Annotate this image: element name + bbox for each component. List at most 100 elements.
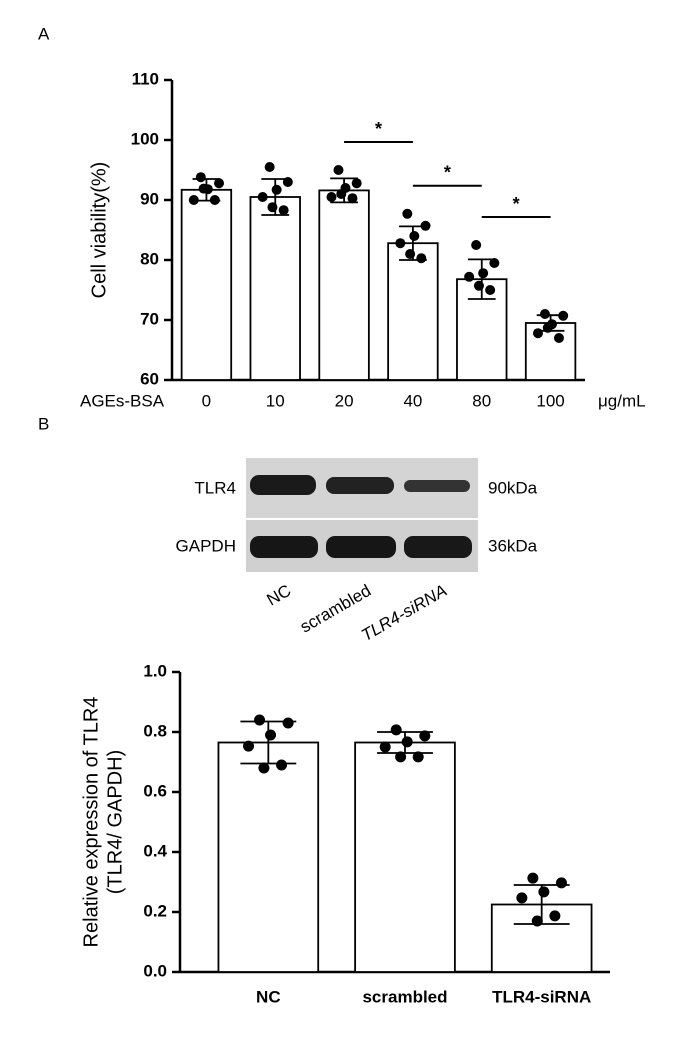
data-point bbox=[539, 309, 550, 319]
data-point bbox=[198, 183, 209, 194]
y-tick-label: 0.2 bbox=[143, 901, 167, 920]
blot-band bbox=[250, 475, 316, 495]
y-axis-label: (TLR4/ GAPDH) bbox=[104, 750, 126, 894]
y-tick-label: 90 bbox=[140, 189, 159, 208]
x-tick-label: 80 bbox=[472, 391, 491, 410]
data-point bbox=[379, 741, 391, 753]
data-point bbox=[531, 915, 543, 927]
y-tick-label: 0.4 bbox=[143, 841, 167, 860]
bar bbox=[249, 196, 301, 381]
y-tick-label: 1.0 bbox=[143, 661, 167, 680]
data-point bbox=[516, 892, 528, 904]
data-point bbox=[471, 240, 482, 250]
y-tick-label: 60 bbox=[140, 369, 159, 388]
data-point bbox=[473, 280, 484, 291]
blot-band bbox=[326, 477, 394, 494]
blot-row-label: TLR4 bbox=[194, 478, 236, 497]
data-point bbox=[264, 162, 275, 172]
bar bbox=[217, 741, 320, 973]
data-point bbox=[188, 195, 199, 205]
data-point bbox=[336, 189, 347, 199]
data-point bbox=[276, 759, 288, 771]
significance-label: * bbox=[513, 194, 520, 214]
blot-lane-label: NC bbox=[263, 581, 294, 610]
data-point bbox=[549, 910, 561, 922]
data-point bbox=[258, 762, 270, 774]
data-point bbox=[553, 333, 564, 343]
x-tick-label: 40 bbox=[403, 391, 422, 410]
data-point bbox=[254, 714, 266, 726]
blot-row-label: GAPDH bbox=[176, 536, 236, 555]
blot-size: 36kDa bbox=[488, 536, 538, 555]
blot-lane-label: TLR4-siRNA bbox=[358, 581, 450, 645]
significance-label: * bbox=[375, 119, 382, 139]
significance-label: * bbox=[444, 163, 451, 183]
data-point bbox=[538, 886, 550, 898]
y-tick-label: 70 bbox=[140, 309, 159, 328]
x-tick-label: 100 bbox=[536, 391, 564, 410]
data-point bbox=[485, 285, 496, 295]
data-point bbox=[209, 195, 220, 205]
data-point bbox=[527, 872, 539, 884]
data-point bbox=[478, 268, 489, 279]
y-tick-label: 0.0 bbox=[143, 961, 167, 980]
y-tick-label: 0.6 bbox=[143, 781, 167, 800]
blot-band bbox=[250, 536, 318, 558]
x-tick-label: TLR4-siRNA bbox=[492, 987, 591, 1006]
data-point bbox=[542, 322, 553, 333]
blot-band bbox=[404, 480, 470, 492]
bar bbox=[387, 242, 439, 381]
data-point bbox=[267, 202, 278, 213]
y-axis-label: Relative expression of TLR4 bbox=[80, 697, 102, 948]
data-point bbox=[558, 310, 569, 321]
y-axis-label: Cell viability(%) bbox=[88, 162, 110, 299]
data-point bbox=[412, 751, 424, 763]
data-point bbox=[282, 177, 293, 187]
data-point bbox=[489, 258, 500, 268]
data-point bbox=[419, 730, 431, 742]
x-axis-label: AGEs-BSA bbox=[80, 391, 165, 410]
blot-band bbox=[326, 536, 396, 558]
data-point bbox=[333, 165, 344, 175]
data-point bbox=[278, 205, 289, 216]
data-point bbox=[420, 220, 431, 231]
y-tick-label: 80 bbox=[140, 249, 159, 268]
data-point bbox=[395, 751, 407, 763]
bar bbox=[354, 741, 456, 973]
panel-label: B bbox=[38, 414, 49, 433]
data-point bbox=[214, 178, 225, 189]
data-point bbox=[243, 740, 255, 752]
data-point bbox=[326, 192, 337, 202]
x-tick-label: 20 bbox=[335, 391, 354, 410]
bar bbox=[318, 189, 370, 381]
y-tick-label: 0.8 bbox=[143, 721, 167, 740]
x-tick-label: scrambled bbox=[362, 987, 447, 1006]
bar bbox=[180, 188, 233, 381]
panel-label: A bbox=[38, 24, 50, 43]
data-point bbox=[390, 724, 402, 736]
data-point bbox=[395, 238, 406, 249]
x-tick-label: 0 bbox=[202, 391, 211, 410]
x-tick-label: 10 bbox=[266, 391, 285, 410]
y-tick-label: 100 bbox=[131, 129, 159, 148]
western-blot: TLR4 GAPDH 90kDa 36kDa NC scrambled TLR4… bbox=[176, 458, 538, 645]
data-point bbox=[347, 193, 358, 204]
data-point bbox=[405, 249, 416, 259]
data-point bbox=[401, 736, 413, 748]
x-unit: μg/mL bbox=[598, 391, 646, 410]
data-point bbox=[351, 178, 362, 189]
data-point bbox=[195, 172, 206, 183]
y-tick-label: 110 bbox=[132, 69, 159, 88]
data-point bbox=[265, 729, 277, 741]
data-point bbox=[282, 717, 294, 729]
data-point bbox=[257, 192, 268, 202]
data-point bbox=[555, 877, 567, 889]
x-tick-label: NC bbox=[256, 987, 281, 1006]
data-point bbox=[532, 328, 543, 339]
data-point bbox=[271, 184, 282, 195]
blot-band bbox=[404, 536, 472, 558]
data-point bbox=[464, 271, 475, 282]
data-point bbox=[416, 253, 427, 264]
blot-size: 90kDa bbox=[488, 478, 538, 497]
